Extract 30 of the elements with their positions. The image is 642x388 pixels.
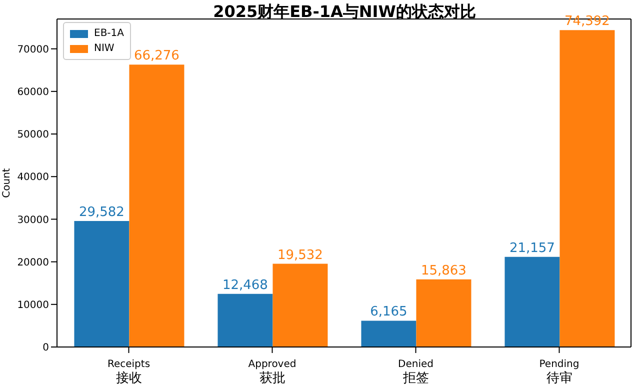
bar — [218, 294, 273, 347]
text: 6,165 — [370, 304, 408, 320]
y-axis-title: Count — [2, 168, 13, 198]
text: 19,532 — [277, 248, 323, 263]
x-tick-label: Denied 拒签 — [398, 359, 434, 386]
text: 12,468 — [222, 278, 268, 293]
bar — [416, 279, 472, 347]
legend-label: EB-1A — [94, 27, 124, 41]
bar — [272, 264, 328, 347]
text: 29,582 — [78, 204, 124, 220]
y-tick-label: 50000 — [17, 130, 49, 141]
text: 66,276 — [134, 48, 180, 64]
y-tick-label: 20000 — [17, 257, 49, 268]
text: 15,863 — [420, 263, 466, 278]
legend-label: NIW — [94, 42, 114, 56]
y-tick-label: 10000 — [17, 300, 49, 311]
y-tick-label: 0 — [42, 342, 49, 354]
y-tick-label: 60000 — [17, 86, 49, 98]
x-tick-label: Approved 获批 — [248, 359, 296, 386]
bar — [129, 64, 184, 347]
x-tick-label: Pending 待审 — [539, 359, 580, 386]
y-tick-label: 30000 — [17, 214, 49, 226]
text: 21,157 — [509, 240, 555, 256]
y-tick-label: 40000 — [17, 172, 49, 184]
bar — [504, 256, 560, 347]
bar — [361, 320, 416, 347]
x-tick-label: Receipts 接收 — [107, 359, 150, 386]
bar — [74, 220, 130, 347]
y-tick-label: 70000 — [17, 44, 49, 56]
bar — [560, 30, 615, 347]
